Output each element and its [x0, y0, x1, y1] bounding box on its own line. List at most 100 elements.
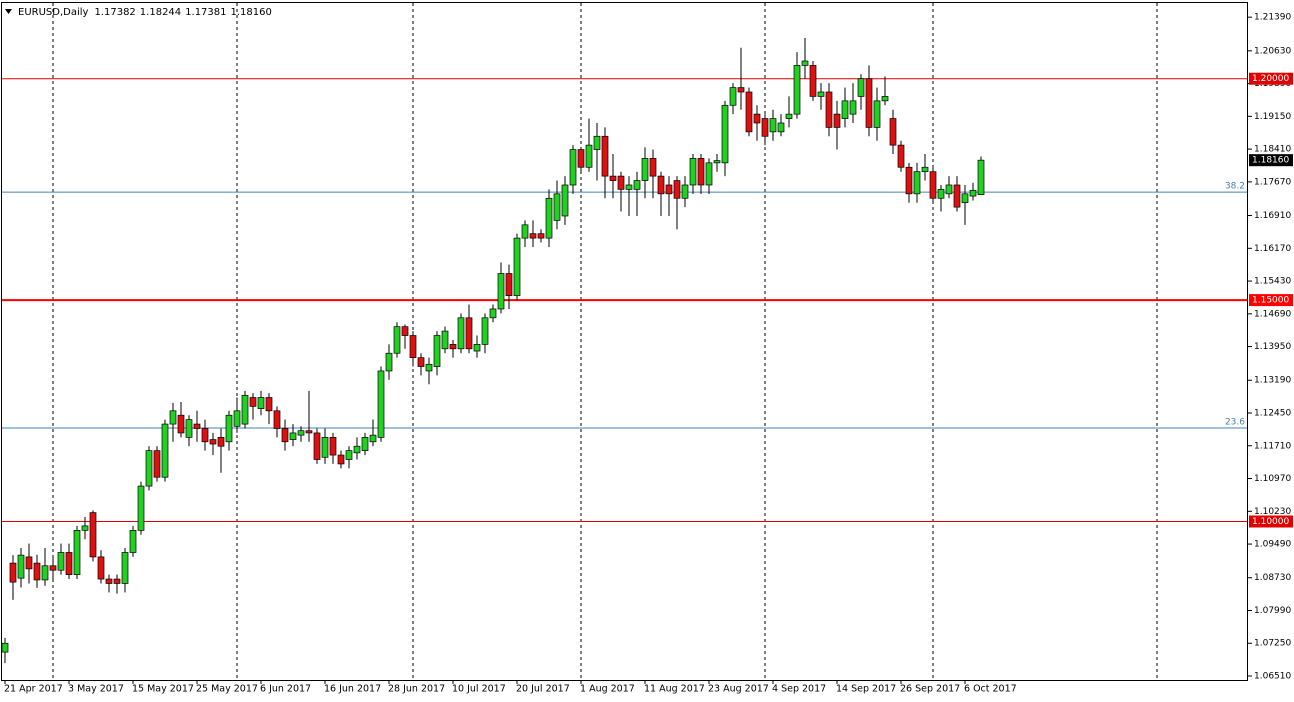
candle-body [753, 113, 761, 124]
y-tick-label: 1.10970 [1254, 474, 1291, 484]
candle-body [633, 180, 641, 190]
candle-body [305, 430, 313, 434]
candle-body [105, 578, 113, 584]
candle-body [593, 135, 601, 150]
candle-body [761, 118, 769, 137]
candle-body [369, 434, 377, 443]
candle-body [329, 437, 337, 456]
candle-body [721, 104, 729, 164]
y-tick-label: 1.08730 [1254, 573, 1291, 583]
candle-body [841, 100, 849, 119]
candle-body [257, 397, 265, 409]
y-tick-label: 1.18410 [1254, 145, 1291, 155]
candle-body [137, 485, 145, 531]
candle-body [745, 91, 753, 133]
candle-body [609, 175, 617, 181]
header-close: 1.18160 [231, 7, 272, 18]
candle-body [601, 135, 609, 177]
candle-body [113, 578, 121, 584]
y-tick-label: 1.13950 [1254, 342, 1291, 352]
candle-body [225, 414, 233, 443]
candle-body [817, 91, 825, 97]
candle-body [17, 554, 25, 579]
candle-body [81, 525, 89, 531]
level-label: 1.10000 [1252, 517, 1289, 527]
candle-body [345, 450, 353, 460]
candle-body [73, 529, 81, 575]
candle-body [57, 552, 65, 571]
y-tick-label: 1.21390 [1254, 13, 1291, 23]
candle-body [417, 357, 425, 367]
x-tick-label: 23 Aug 2017 [708, 684, 769, 695]
y-tick-label: 1.07990 [1254, 606, 1291, 616]
candle-body [617, 175, 625, 190]
candle-body [865, 78, 873, 128]
candle-body [513, 237, 521, 297]
fib-label: 23.6 [1225, 418, 1245, 428]
candle-body [161, 423, 169, 478]
candle-body [129, 529, 137, 553]
candle-body [297, 430, 305, 436]
fib-label: 38.2 [1225, 182, 1245, 192]
candle-body [969, 189, 977, 197]
candle-body [553, 193, 561, 221]
candle-body [337, 454, 345, 465]
candle-body [945, 184, 953, 195]
price-tag [1249, 154, 1293, 167]
candle-body [929, 171, 937, 199]
x-tick-label: 14 Sep 2017 [836, 684, 896, 695]
candle-body [473, 344, 481, 352]
candle-body [497, 273, 505, 310]
candle-body [825, 91, 833, 128]
candle-body [377, 370, 385, 438]
candle-body [921, 166, 929, 173]
candle-body [537, 233, 545, 239]
y-tick-label: 1.11710 [1254, 441, 1291, 451]
candle-body [89, 512, 97, 558]
candle-body [265, 397, 273, 412]
candle-body [193, 423, 201, 429]
candle-body [409, 335, 417, 359]
candle-body [681, 184, 689, 199]
candle-body [673, 180, 681, 199]
candle-body [849, 100, 857, 115]
price-tag-label: 1.18160 [1252, 156, 1289, 166]
header-open: 1.17382 [94, 7, 135, 18]
candle-body [833, 113, 841, 128]
candle-body [9, 562, 17, 583]
y-tick-label: 1.16170 [1254, 244, 1291, 254]
candle-body [401, 326, 409, 336]
x-tick-label: 1 Aug 2017 [580, 684, 635, 695]
x-tick-label: 21 Apr 2017 [4, 684, 63, 695]
y-tick-label: 1.07250 [1254, 639, 1291, 649]
candle-body [273, 410, 281, 429]
candle-body [353, 445, 361, 454]
candle-body [769, 118, 777, 133]
x-tick-label: 6 Oct 2017 [964, 684, 1017, 695]
candle-body [913, 171, 921, 195]
candle-body [65, 552, 73, 575]
y-tick-label: 1.15430 [1254, 277, 1291, 287]
candle-body [153, 450, 161, 478]
x-tick-label: 10 Jul 2017 [452, 684, 506, 695]
candle-body [889, 118, 897, 146]
candle-body [625, 184, 633, 190]
y-tick-label: 1.10230 [1254, 507, 1291, 517]
candle-body [793, 65, 801, 115]
candle-body [857, 78, 865, 97]
y-tick-label: 1.19150 [1254, 112, 1291, 122]
x-tick-label: 15 May 2017 [132, 684, 194, 695]
candle-body [905, 166, 913, 195]
candle-body [641, 158, 649, 181]
candle-body [121, 552, 129, 584]
candle-body [665, 184, 673, 195]
y-tick-label: 1.14690 [1254, 309, 1291, 319]
candle-body [561, 184, 569, 217]
candle-body [441, 330, 449, 350]
candle-body [393, 326, 401, 354]
y-tick-label: 1.12450 [1254, 409, 1291, 419]
candle-body [97, 556, 105, 580]
candle-body [209, 439, 217, 445]
